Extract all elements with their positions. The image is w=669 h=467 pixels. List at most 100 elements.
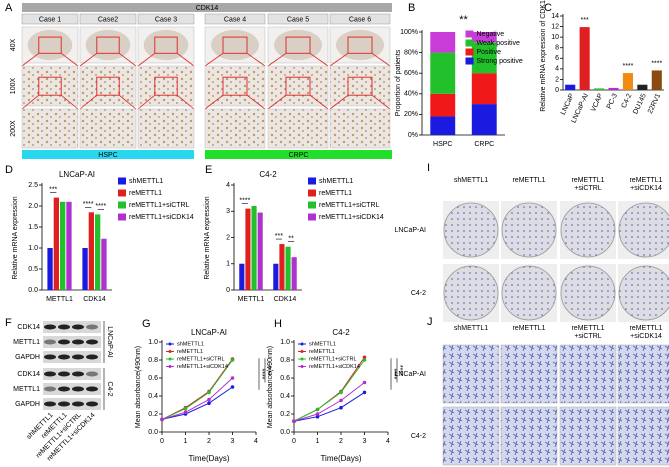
x-axis-label: Time(Days) [188, 454, 229, 463]
migration-image [559, 344, 617, 404]
case-box [204, 13, 266, 25]
y-axis-label: Mean absorbance(490nm) [135, 346, 142, 428]
point [207, 397, 211, 402]
bar-segment [430, 93, 456, 117]
point [183, 406, 188, 411]
ihc-image [267, 108, 329, 149]
y-tick-label: 0.6 [280, 375, 290, 382]
blot-band [86, 324, 98, 330]
zoom-box [222, 76, 248, 96]
annotation: *** [275, 233, 283, 240]
column-label: reMETTL1 [629, 177, 662, 184]
x-tick-label: 4 [254, 438, 258, 445]
zoom-line [371, 94, 391, 110]
legend-label: reMETTL1+siCTRL [309, 356, 357, 362]
group-bar [205, 150, 392, 159]
magnification: 40X [10, 38, 17, 51]
ihc-image [137, 65, 195, 107]
colony-plate [560, 202, 616, 258]
bar [279, 244, 285, 290]
zoom-line [329, 94, 349, 110]
point [339, 390, 343, 395]
case-box [267, 13, 329, 25]
group-label: HSPC [98, 152, 117, 159]
ihc-image [329, 108, 391, 149]
point [292, 419, 296, 424]
legend-label: Negative [477, 31, 505, 38]
legend-label: reMETTL1+siCDK14 [177, 364, 228, 370]
x-tick-label: PC-3 [606, 93, 619, 111]
zoom-line [21, 94, 40, 110]
zoom-box [154, 36, 178, 54]
y-tick-label: 1.0 [148, 339, 158, 346]
column-label: +siCDK14 [630, 333, 662, 340]
legend-label: shMETTL1 [309, 341, 336, 347]
bar-segment [471, 42, 497, 74]
case-box [137, 13, 195, 25]
bar [565, 84, 576, 90]
zoom-line [371, 52, 391, 67]
annotation: **** [396, 365, 403, 376]
legend-swatch [118, 189, 126, 197]
point [362, 355, 367, 360]
x-tick-label: CDK14 [274, 296, 297, 303]
bar-segment [430, 52, 456, 94]
chart-title: C4-2 [259, 170, 277, 179]
zoom-line [118, 94, 137, 110]
legend-marker [300, 357, 304, 361]
point [362, 390, 367, 395]
y-tick-label: 0.2 [280, 411, 290, 418]
zoom-line [176, 52, 195, 67]
line [161, 359, 233, 420]
column-label: reMETTL1 [512, 325, 545, 332]
y-axis-label: Proportion of patients [395, 49, 402, 116]
group-bar [22, 150, 194, 159]
case-box [79, 13, 137, 25]
legend-swatch [118, 213, 126, 221]
line [293, 382, 365, 422]
y-axis-label: Mean absorbance(490nm) [267, 346, 274, 428]
y-tick-label: 10 [551, 34, 559, 41]
ihc-image [329, 65, 391, 107]
line [293, 359, 365, 422]
bar [245, 208, 251, 290]
colony-plate [618, 202, 669, 258]
migration-image [559, 406, 617, 466]
column-label: +siCTRL [574, 333, 602, 340]
header-bar [22, 3, 392, 12]
x-tick-label: 3 [363, 438, 367, 445]
legend-swatch [118, 201, 126, 209]
point [207, 401, 211, 406]
bar [273, 263, 279, 290]
magnification: 200X [10, 120, 17, 137]
case-label: Case 1 [39, 16, 61, 23]
point [230, 358, 235, 362]
zoom-line [118, 52, 137, 67]
x-tick-label: 4 [386, 438, 390, 445]
y-tick-label: 0.0 [28, 287, 38, 294]
legend-swatch [465, 57, 474, 65]
point [230, 376, 235, 380]
case-label: Case 4 [224, 16, 246, 23]
annotation: **** [390, 368, 397, 379]
y-tick-label: 0.8 [280, 357, 290, 364]
line [161, 377, 233, 420]
case-box [21, 13, 79, 25]
annotation: **** [239, 197, 250, 204]
blot-band [58, 324, 70, 330]
x-tick-label: DU145 [632, 93, 648, 116]
point [362, 380, 367, 385]
y-tick-label: 1.0 [280, 339, 290, 346]
y-tick-label: 2 [226, 234, 230, 241]
bar [88, 212, 94, 290]
annotation: **** [258, 368, 265, 379]
chart-title: LNCaP-AI [191, 328, 227, 337]
bar [239, 263, 245, 290]
ihc-image [204, 108, 266, 149]
blot-band [58, 371, 70, 377]
group-label: CRPC [289, 152, 309, 159]
y-tick-label: 2.0 [28, 203, 38, 210]
zoom-line [246, 52, 266, 67]
y-tick-label: 14 [551, 13, 559, 20]
bar-segment [471, 32, 497, 43]
